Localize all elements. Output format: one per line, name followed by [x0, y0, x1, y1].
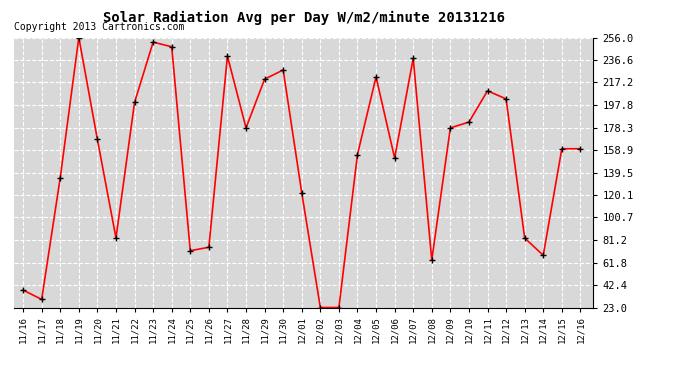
Text: Solar Radiation Avg per Day W/m2/minute 20131216: Solar Radiation Avg per Day W/m2/minute …	[103, 11, 504, 26]
Text: Copyright 2013 Cartronics.com: Copyright 2013 Cartronics.com	[14, 22, 184, 33]
Text: Radiation  (W/m2/Minute): Radiation (W/m2/Minute)	[442, 30, 562, 39]
